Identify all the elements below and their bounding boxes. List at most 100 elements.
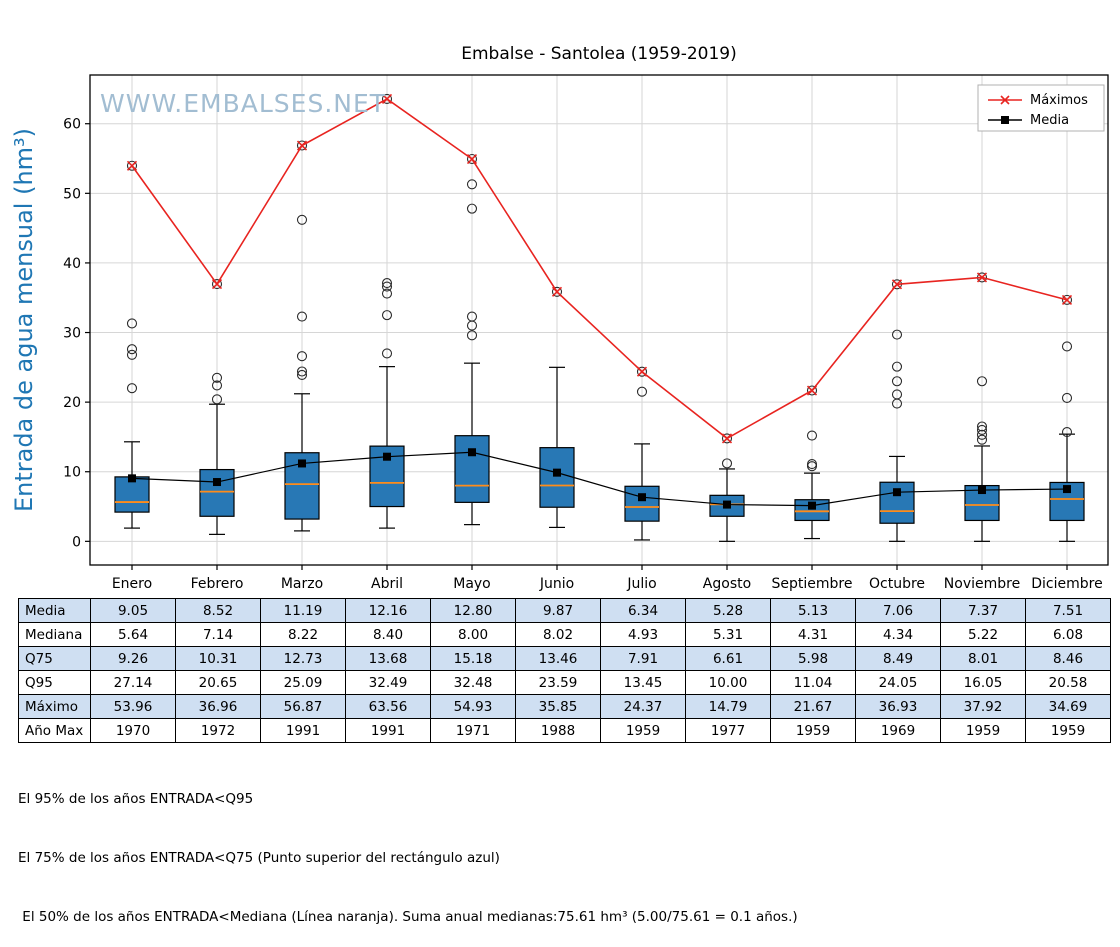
outlier-marker xyxy=(296,311,308,322)
maximos-x-marker xyxy=(1061,294,1073,305)
box-rect xyxy=(624,485,660,522)
table-cell: 1959 xyxy=(600,718,686,743)
plot-frame xyxy=(89,74,1109,566)
table-cell: 7.37 xyxy=(940,598,1026,623)
table-cell: 7.51 xyxy=(1025,598,1111,623)
table-cell: 8.02 xyxy=(515,622,601,647)
footnotes: El 95% de los años ENTRADA<Q95 El 75% de… xyxy=(18,751,1120,947)
outlier-marker xyxy=(381,93,393,104)
table-cell: 1991 xyxy=(260,718,346,743)
table-cell: 1970 xyxy=(90,718,176,743)
outlier-marker xyxy=(551,286,563,297)
outlier-marker xyxy=(381,288,393,299)
outlier-marker xyxy=(211,394,223,405)
table-row-label: Q75 xyxy=(18,646,91,671)
outlier-marker xyxy=(466,330,478,341)
table-cell: 20.65 xyxy=(175,670,261,695)
y-tick-label: 40 xyxy=(63,256,81,272)
outlier-marker xyxy=(1061,427,1073,438)
outlier-marker xyxy=(296,140,308,151)
outlier-marker xyxy=(1061,341,1073,352)
table-cell: 4.34 xyxy=(855,622,941,647)
x-tick-label: Junio xyxy=(539,576,574,592)
media-marker xyxy=(553,468,561,477)
table-row-label: Año Max xyxy=(18,718,91,743)
outlier-marker xyxy=(1061,294,1073,305)
table-cell: 25.09 xyxy=(260,670,346,695)
table-cell: 5.31 xyxy=(685,622,771,647)
outlier-marker xyxy=(381,278,393,289)
table-cell: 8.40 xyxy=(345,622,431,647)
table-cell: 15.18 xyxy=(430,646,516,671)
boxplot-chart: Embalse - Santolea (1959-2019) 0 10 20 30 40… xyxy=(10,44,1109,592)
table-cell: 6.34 xyxy=(600,598,686,623)
table-cell: 5.98 xyxy=(770,646,856,671)
outlier-marker xyxy=(976,376,988,387)
footnote-q75: El 75% de los años ENTRADA<Q75 (Punto su… xyxy=(18,849,500,866)
outlier-marker xyxy=(126,344,138,355)
table-cell: 37.92 xyxy=(940,694,1026,719)
table-cell: 36.96 xyxy=(175,694,261,719)
outlier-marker xyxy=(806,459,818,470)
x-tick-label: Noviembre xyxy=(944,576,1020,592)
table-cell: 12.73 xyxy=(260,646,346,671)
table-cell: 10.00 xyxy=(685,670,771,695)
media-marker xyxy=(978,486,986,495)
outlier-marker xyxy=(296,214,308,225)
table-cell: 8.22 xyxy=(260,622,346,647)
media-marker xyxy=(723,500,731,509)
table-cell: 11.19 xyxy=(260,598,346,623)
table-cell: 1959 xyxy=(1025,718,1111,743)
y-tick-label: 20 xyxy=(63,395,81,411)
maximos-x-marker xyxy=(976,272,988,283)
legend: Máximos Media xyxy=(977,84,1105,132)
y-tick-label: 0 xyxy=(72,534,81,550)
outlier-marker xyxy=(976,434,988,445)
outlier-marker xyxy=(296,366,308,377)
table-cell: 32.49 xyxy=(345,670,431,695)
maximos-x-marker xyxy=(551,286,563,297)
outlier-marker xyxy=(126,318,138,329)
maximos-x-marker xyxy=(126,160,138,171)
table-cell: 8.01 xyxy=(940,646,1026,671)
table-cell: 9.05 xyxy=(90,598,176,623)
footnote-q95: El 95% de los años ENTRADA<Q95 xyxy=(18,791,254,808)
table-cell: 13.68 xyxy=(345,646,431,671)
legend-media-label: Media xyxy=(1030,113,1069,128)
table-row: Año Max 1970 1972 1991 1991 1971 1988 1959 1977 1… xyxy=(18,718,1111,743)
outlier-marker xyxy=(381,310,393,321)
table-cell: 23.59 xyxy=(515,670,601,695)
media-marker xyxy=(298,459,306,468)
table-cell: 7.91 xyxy=(600,646,686,671)
outlier-marker xyxy=(636,386,648,397)
legend-frame xyxy=(977,84,1105,132)
table-cell: 5.22 xyxy=(940,622,1026,647)
media-marker xyxy=(213,478,221,487)
table-cell: 1991 xyxy=(345,718,431,743)
monthly-stats-table: Media 9.05 8.52 11.19 12.16 12.80 9.87 6.34 5.28… xyxy=(18,598,1111,743)
table-cell: 24.05 xyxy=(855,670,941,695)
maximos-line xyxy=(131,98,1068,440)
table-cell: 36.93 xyxy=(855,694,941,719)
outlier-marker xyxy=(976,429,988,440)
table-cell: 1972 xyxy=(175,718,261,743)
x-tick-label: Octubre xyxy=(869,576,925,592)
table-cell: 1971 xyxy=(430,718,516,743)
outlier-marker xyxy=(466,311,478,322)
x-tick-label: Marzo xyxy=(281,576,323,592)
table-row-label: Q95 xyxy=(18,670,91,695)
media-marker xyxy=(1063,485,1071,494)
table-cell: 1959 xyxy=(770,718,856,743)
table-cell: 5.28 xyxy=(685,598,771,623)
outlier-marker xyxy=(381,348,393,359)
y-tick-label: 30 xyxy=(63,326,81,342)
x-tick-label: Diciembre xyxy=(1031,576,1102,592)
watermark: WWW.EMBALSES.NET xyxy=(100,89,386,118)
table-cell: 53.96 xyxy=(90,694,176,719)
x-tick-label: Abril xyxy=(371,576,403,592)
box-rect xyxy=(539,447,575,508)
table-cell: 8.49 xyxy=(855,646,941,671)
table-cell: 13.46 xyxy=(515,646,601,671)
y-tick-label: 10 xyxy=(63,465,81,481)
table-row: Media 9.05 8.52 11.19 12.16 12.80 9.87 6.34 5.28… xyxy=(18,598,1111,623)
